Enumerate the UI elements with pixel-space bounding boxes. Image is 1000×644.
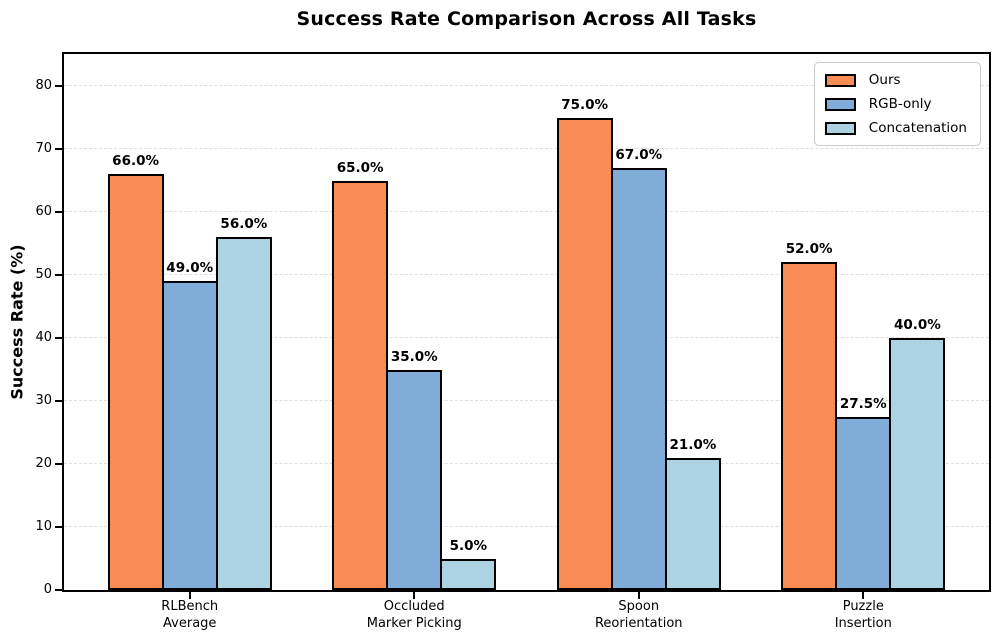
y-tick-label-80: 80 [35, 78, 52, 94]
y-tick-mark-40 [55, 337, 62, 340]
grid-line-y10 [64, 526, 989, 527]
bar-value-label-ours-group0: 66.0% [112, 153, 160, 170]
chart-title: Success Rate Comparison Across All Tasks [296, 8, 757, 30]
legend-entry-rgb-only: RGB-only [824, 96, 967, 112]
x-tick-label-1: Occluded Marker Picking [366, 599, 462, 631]
y-tick-label-50: 50 [35, 267, 52, 283]
x-tick-label-2: Spoon Reorientation [594, 599, 683, 631]
bar-value-label-concatenation-group1: 5.0% [449, 537, 488, 554]
y-tick-mark-0 [55, 589, 62, 591]
bar-rgb-only-group3 [835, 416, 892, 590]
bar-ours-group1 [332, 180, 389, 590]
y-tick-label-20: 20 [35, 456, 52, 472]
bar-value-label-ours-group1: 65.0% [336, 159, 384, 176]
bar-concatenation-group1 [440, 558, 497, 590]
legend-entry-ours: Ours [824, 72, 967, 88]
bar-ours-group2 [556, 117, 613, 590]
y-tick-label-10: 10 [35, 519, 52, 535]
x-tick-mark-1 [413, 592, 416, 599]
grid-line-y50 [64, 274, 989, 276]
legend-label-rgb-only: RGB-only [868, 96, 932, 112]
y-tick-mark-80 [55, 85, 62, 88]
x-tick-label-0: RLBench Average [161, 599, 219, 631]
grid-line-y80 [64, 85, 989, 87]
bar-concatenation-group0 [215, 237, 272, 590]
y-tick-label-30: 30 [35, 393, 52, 409]
bar-value-label-rgb-only-group1: 35.0% [390, 348, 438, 365]
bar-value-label-concatenation-group2: 21.0% [669, 436, 717, 453]
legend-patch-ours [824, 73, 856, 87]
bar-rgb-only-group2 [610, 168, 667, 590]
y-tick-mark-30 [55, 400, 62, 403]
x-tick-mark-3 [862, 592, 865, 599]
grid-line-y70 [64, 148, 989, 150]
bar-rgb-only-group0 [161, 281, 218, 590]
bar-concatenation-group2 [664, 457, 721, 590]
legend-patch-concatenation [824, 121, 856, 135]
bar-value-label-ours-group2: 75.0% [561, 96, 609, 113]
y-tick-label-60: 60 [35, 204, 52, 220]
x-tick-mark-0 [188, 592, 191, 599]
bar-ours-group3 [781, 262, 838, 590]
y-axis-label: Success Rate (%) [7, 244, 27, 400]
y-tick-mark-50 [55, 274, 62, 277]
y-tick-mark-70 [55, 148, 62, 151]
bar-value-label-ours-group3: 52.0% [785, 241, 833, 258]
bar-value-label-concatenation-group3: 40.0% [893, 317, 941, 334]
bar-value-label-rgb-only-group0: 49.0% [166, 260, 214, 277]
legend-label-concatenation: Concatenation [868, 120, 967, 136]
y-tick-mark-60 [55, 211, 62, 214]
bar-rgb-only-group1 [386, 369, 443, 590]
grid-line-y40 [64, 337, 989, 339]
grid-line-y30 [64, 400, 989, 402]
y-tick-label-0: 0 [43, 582, 52, 598]
plot-area: 0 10 20 30 40 50 60 70 80 RLBench Average 66.0% 49.… [35, 52, 991, 631]
bar-value-label-concatenation-group0: 56.0% [220, 216, 268, 233]
grid-line-y60 [64, 211, 989, 213]
x-tick-label-3: Puzzle Insertion [834, 599, 892, 631]
y-tick-label-70: 70 [35, 141, 52, 157]
bar-value-label-rgb-only-group3: 27.5% [839, 395, 887, 412]
legend-label-ours: Ours [868, 72, 901, 88]
y-tick-label-40: 40 [35, 330, 52, 346]
y-tick-mark-20 [55, 463, 62, 466]
legend: Ours RGB-only Concatenation [813, 62, 981, 146]
bar-concatenation-group3 [889, 338, 946, 590]
legend-patch-rgb-only [824, 97, 856, 111]
bar-value-label-rgb-only-group2: 67.0% [615, 147, 663, 164]
y-tick-mark-10 [55, 526, 62, 528]
legend-entry-concatenation: Concatenation [824, 120, 967, 136]
bar-ours-group0 [107, 174, 164, 590]
grid-line-y20 [64, 463, 989, 465]
x-tick-mark-2 [637, 592, 640, 599]
